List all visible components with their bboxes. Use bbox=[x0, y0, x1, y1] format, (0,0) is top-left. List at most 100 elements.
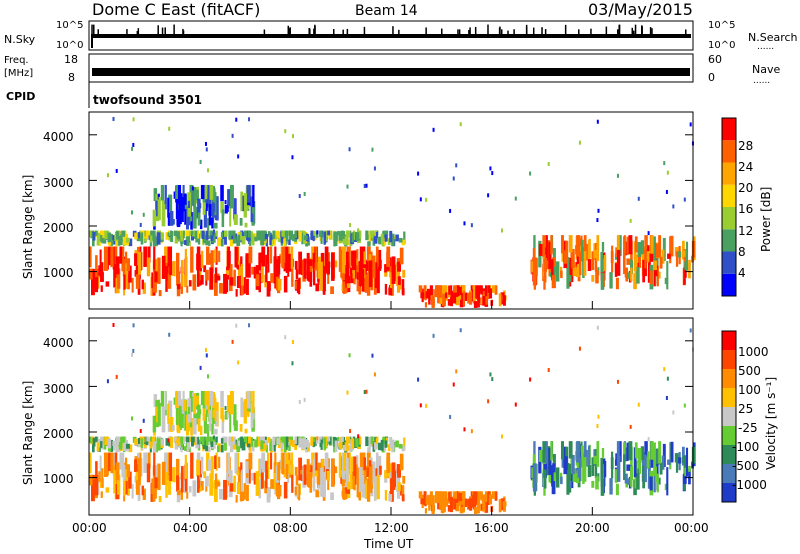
xtick-8: 08:00 bbox=[273, 521, 308, 535]
power-echo bbox=[500, 292, 505, 305]
velocity-echo bbox=[401, 485, 405, 501]
velocity-echo bbox=[560, 476, 563, 485]
power-echo-sparse bbox=[337, 230, 340, 235]
power-ytick-4000: 4000 bbox=[43, 130, 74, 144]
velocity-echo-sparse bbox=[303, 397, 306, 402]
velocity-echo-sparse bbox=[348, 353, 351, 358]
power-echo bbox=[169, 210, 174, 226]
power-echo bbox=[653, 266, 656, 287]
velocity-echo bbox=[334, 440, 338, 453]
power-echo bbox=[601, 241, 605, 252]
power-echo bbox=[273, 234, 276, 246]
velocity-echo bbox=[199, 425, 203, 436]
power-echo bbox=[259, 230, 263, 236]
power-echo bbox=[190, 230, 194, 236]
velocity-echo bbox=[180, 466, 184, 493]
velocity-echo bbox=[175, 408, 179, 425]
velocity-echo bbox=[115, 462, 120, 481]
velocity-echo bbox=[254, 442, 258, 448]
velocity-echo bbox=[289, 439, 292, 446]
power-echo bbox=[223, 273, 227, 294]
power-echo bbox=[224, 204, 228, 214]
power-echo-sparse bbox=[683, 197, 686, 202]
velocity-echo bbox=[389, 436, 393, 449]
power-echo bbox=[187, 200, 191, 208]
velocity-echo bbox=[334, 466, 338, 474]
power-echo bbox=[637, 250, 642, 268]
velocity-echo bbox=[172, 467, 176, 483]
velocity-echo bbox=[229, 445, 234, 453]
power-echo bbox=[372, 255, 376, 278]
power-echo bbox=[268, 231, 271, 237]
power-echo bbox=[294, 280, 297, 290]
power-echo bbox=[233, 198, 236, 219]
velocity-echo bbox=[484, 500, 488, 511]
power-echo bbox=[246, 267, 249, 272]
power-echo bbox=[323, 231, 327, 244]
velocity-echo bbox=[294, 486, 297, 496]
power-echo bbox=[232, 238, 237, 244]
noise-tick-bottom-left: 10^0 bbox=[56, 40, 83, 51]
power-echo bbox=[310, 230, 314, 241]
power-echo bbox=[576, 235, 580, 257]
power-echo bbox=[117, 268, 121, 289]
velocity-echo bbox=[270, 452, 273, 470]
power-echo-sparse bbox=[207, 168, 210, 173]
velocity-echo bbox=[99, 455, 102, 484]
power-echo bbox=[389, 258, 393, 278]
power-echo bbox=[170, 231, 174, 243]
velocity-echo bbox=[94, 474, 99, 496]
power-echo bbox=[543, 276, 546, 290]
power-echo bbox=[630, 267, 633, 282]
velocity-echo bbox=[176, 490, 181, 496]
velocity-echo bbox=[382, 437, 386, 448]
power-echo bbox=[168, 235, 172, 241]
power-echo bbox=[596, 235, 600, 261]
vel-ytick-2000: 2000 bbox=[43, 427, 74, 441]
velocity-echo bbox=[146, 436, 150, 442]
velocity-echo bbox=[160, 390, 165, 407]
nave-label: Nave bbox=[752, 63, 780, 76]
velocity-echo bbox=[240, 462, 243, 473]
power-echo bbox=[313, 230, 316, 240]
velocity-echo bbox=[155, 464, 158, 478]
velocity-echo bbox=[666, 467, 669, 496]
power-echo bbox=[197, 198, 201, 213]
colorbar-swatch bbox=[722, 118, 736, 141]
velocity-echo bbox=[161, 406, 166, 433]
velocity-echo bbox=[161, 461, 166, 485]
power-echo bbox=[351, 250, 354, 266]
velocity-echo bbox=[548, 468, 552, 483]
power-echo bbox=[184, 248, 187, 273]
velocity-echo bbox=[207, 446, 211, 452]
velocity-echo bbox=[257, 436, 261, 447]
power-echo bbox=[195, 189, 199, 201]
velocity-echo-sparse bbox=[597, 414, 600, 419]
power-echo bbox=[149, 235, 153, 243]
power-echo bbox=[134, 253, 138, 266]
power-echo bbox=[449, 290, 454, 307]
power-echo bbox=[291, 258, 294, 287]
velocity-echo bbox=[609, 478, 613, 495]
power-echo bbox=[216, 275, 221, 281]
vel-cbar-label: Velocity [m s⁻¹] bbox=[764, 377, 778, 470]
colorbar-swatch bbox=[722, 426, 736, 445]
velocity-echo bbox=[669, 442, 672, 470]
power-echo bbox=[241, 236, 246, 245]
velocity-echo bbox=[135, 471, 140, 481]
noise-label: N.Sky bbox=[4, 33, 36, 46]
velocity-echo-sparse bbox=[237, 360, 240, 365]
velocity-echo bbox=[380, 439, 384, 451]
power-echo bbox=[647, 253, 651, 283]
power-echo bbox=[453, 288, 457, 304]
velocity-echo bbox=[600, 457, 604, 481]
velocity-echo bbox=[246, 473, 249, 478]
velocity-echo-sparse bbox=[179, 423, 182, 428]
power-echo bbox=[616, 249, 621, 276]
vel-ytick-4000: 4000 bbox=[43, 336, 74, 350]
power-echo-sparse bbox=[115, 168, 118, 173]
velocity-echo bbox=[198, 471, 202, 489]
power-echo bbox=[566, 257, 570, 289]
cpid-value: twofsound 3501 bbox=[93, 93, 202, 107]
power-echo bbox=[331, 252, 335, 281]
